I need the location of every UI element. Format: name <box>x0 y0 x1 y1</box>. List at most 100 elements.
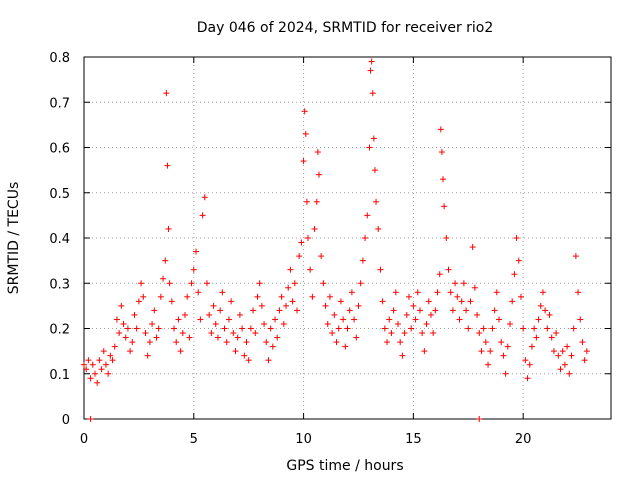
data-point <box>546 311 553 318</box>
data-point <box>366 144 373 151</box>
data-point <box>489 325 496 332</box>
data-point <box>162 257 169 264</box>
data-point <box>434 289 441 296</box>
x-tick-label: 20 <box>515 432 532 447</box>
data-point <box>333 339 340 346</box>
data-point <box>493 289 500 296</box>
data-point <box>232 348 239 355</box>
data-point <box>564 343 571 350</box>
data-point <box>89 361 96 368</box>
data-point <box>184 293 191 300</box>
chart-title: Day 046 of 2024, SRMTID for receiver rio… <box>197 20 494 36</box>
data-point <box>107 352 114 359</box>
data-point <box>537 302 544 309</box>
data-point <box>206 311 213 318</box>
data-point <box>87 416 94 422</box>
data-point <box>390 307 397 314</box>
data-point <box>300 158 307 165</box>
data-point <box>111 343 118 350</box>
data-point <box>296 253 303 260</box>
data-point <box>353 334 360 341</box>
data-point <box>83 366 90 373</box>
data-point <box>443 235 450 241</box>
data-point <box>452 280 459 287</box>
data-point <box>163 90 170 97</box>
data-point <box>476 416 483 422</box>
data-point <box>425 298 432 305</box>
data-point <box>509 298 516 305</box>
data-point <box>85 357 92 364</box>
data-point <box>165 225 172 232</box>
data-point <box>122 334 129 341</box>
data-point <box>555 352 562 359</box>
y-tick-label: 0.7 <box>49 96 70 111</box>
x-tick-label: 10 <box>295 432 312 447</box>
data-point <box>533 334 540 341</box>
data-point <box>437 126 444 133</box>
data-point <box>526 361 533 368</box>
data-point <box>438 149 445 156</box>
data-point <box>362 235 369 241</box>
data-point <box>423 320 430 327</box>
data-point <box>377 266 384 273</box>
data-point <box>199 212 206 219</box>
data-point <box>318 253 325 260</box>
data-point <box>500 352 507 359</box>
data-point <box>548 334 555 341</box>
data-point <box>182 311 189 318</box>
data-point <box>201 194 208 201</box>
data-point <box>395 320 402 327</box>
data-point <box>326 293 333 300</box>
data-point <box>320 280 327 287</box>
data-point <box>124 325 131 332</box>
data-point <box>373 198 380 205</box>
data-point <box>504 343 511 350</box>
data-point <box>513 235 520 241</box>
data-point <box>458 298 465 305</box>
data-point <box>98 366 105 373</box>
data-point <box>236 311 243 318</box>
data-point <box>485 361 492 368</box>
data-point <box>212 320 219 327</box>
data-point <box>337 298 344 305</box>
data-point <box>506 320 513 327</box>
data-point <box>502 370 509 377</box>
data-point <box>535 316 542 323</box>
data-point <box>441 203 448 210</box>
data-point <box>348 289 355 296</box>
data-point <box>208 330 215 337</box>
data-point <box>274 334 281 341</box>
data-point <box>160 275 167 282</box>
data-point <box>113 316 120 323</box>
data-point <box>298 239 305 246</box>
data-point <box>314 149 321 156</box>
data-point <box>386 316 393 323</box>
data-point <box>379 298 386 305</box>
data-point <box>449 307 456 314</box>
data-point <box>416 307 423 314</box>
data-point <box>324 320 331 327</box>
data-point <box>419 330 426 337</box>
data-point <box>469 244 476 251</box>
data-point <box>166 280 173 287</box>
data-point <box>465 325 472 332</box>
data-point <box>217 307 224 314</box>
data-point <box>346 307 353 314</box>
data-point <box>478 348 485 355</box>
data-point <box>192 248 199 255</box>
data-point <box>329 330 336 337</box>
data-point <box>311 225 318 232</box>
data-point <box>575 289 582 296</box>
data-point <box>203 280 210 287</box>
data-point <box>100 348 107 355</box>
data-point <box>342 343 349 350</box>
data-point <box>87 375 94 382</box>
data-point <box>91 370 98 377</box>
data-point <box>171 325 178 332</box>
y-axis-title: SRMTID / TECUs <box>6 182 22 295</box>
data-point <box>570 325 577 332</box>
data-point <box>285 284 292 291</box>
data-point <box>440 176 447 183</box>
x-tick-label: 0 <box>80 432 88 447</box>
data-point <box>550 348 557 355</box>
